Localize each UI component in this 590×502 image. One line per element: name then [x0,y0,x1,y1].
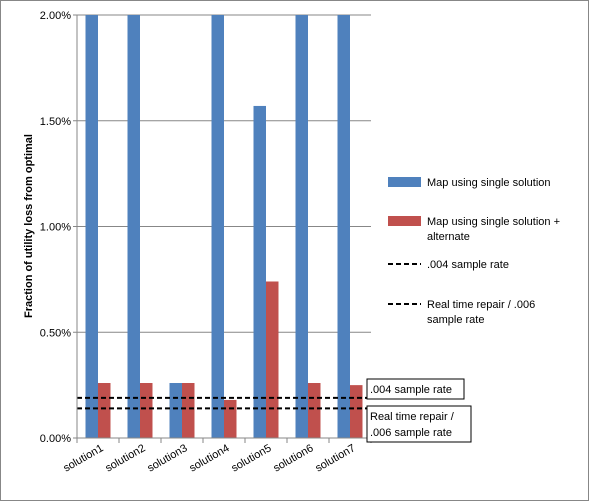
x-tick-label: solution4 [187,442,231,474]
bar-single-solution-solution1 [85,15,98,438]
legend-label: Map using single solution + [427,216,560,228]
x-tick-label: solution6 [271,442,315,474]
legend-swatch [388,177,421,187]
bar-single-solution-solution2 [127,15,140,438]
y-tick-label: 0.50% [40,327,71,339]
bar-single-plus-alternate-solution4 [224,399,237,438]
y-axis-title: Fraction of utility loss from optimal [23,134,35,318]
x-tick-label: solution5 [229,442,273,474]
x-tick-label: solution2 [103,442,147,474]
bar-single-plus-alternate-solution1 [98,383,111,438]
annotation-box [366,378,465,400]
bar-single-plus-alternate-solution5 [266,281,279,438]
y-tick-label: 0.00% [40,433,71,445]
annotation-text: .006 sample rate [370,427,452,439]
legend: Map using single solution Map using singl… [388,177,560,326]
y-tick-label: 1.00% [40,222,71,234]
reference-annotations: .004 sample rate Real time repair / .006 s… [366,378,472,443]
x-tick-label: solution3 [145,442,189,474]
x-tick-label: solution7 [313,442,357,474]
y-tick-label: 2.00% [40,10,71,22]
legend-label: .004 sample rate [427,259,509,271]
y-tick-labels: 0.00% 0.50% 1.00% 1.50% 2.00% [40,10,71,445]
legend-label: sample rate [427,314,484,326]
bar-single-solution-solution6 [295,15,308,438]
x-tick-labels: solution1solution2solution3solution4solu… [61,442,357,474]
bar-single-solution-solution3 [169,383,182,438]
annotation-box [366,405,472,443]
x-tick-label: solution1 [61,442,105,474]
bar-single-plus-alternate-solution7 [350,385,363,438]
legend-swatch [388,216,421,226]
bar-single-plus-alternate-solution2 [140,383,153,438]
bars [85,15,363,438]
annotation-text: .004 sample rate [370,384,452,396]
reference-lines [77,396,372,410]
bar-single-solution-solution4 [211,15,224,438]
legend-label: Map using single solution [427,177,551,189]
bar-single-plus-alternate-solution3 [182,383,195,438]
y-tick-label: 1.50% [40,116,71,128]
bar-single-solution-solution7 [337,15,350,438]
annotation-text: Real time repair / [370,411,455,423]
bar-single-solution-solution5 [253,105,266,438]
legend-label: alternate [427,231,470,243]
bar-single-plus-alternate-solution6 [308,383,321,438]
legend-label: Real time repair / .006 [427,299,535,311]
